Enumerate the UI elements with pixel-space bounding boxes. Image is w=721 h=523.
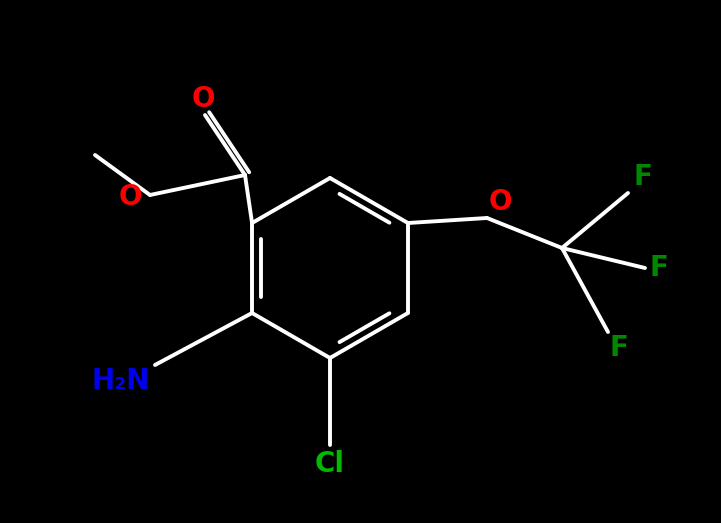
Text: O: O bbox=[191, 85, 215, 113]
Text: Cl: Cl bbox=[315, 450, 345, 478]
Text: H₂N: H₂N bbox=[92, 367, 150, 395]
Text: F: F bbox=[633, 163, 652, 191]
Text: O: O bbox=[118, 183, 142, 211]
Text: O: O bbox=[489, 188, 513, 216]
Text: F: F bbox=[650, 254, 669, 282]
Text: F: F bbox=[610, 334, 629, 362]
